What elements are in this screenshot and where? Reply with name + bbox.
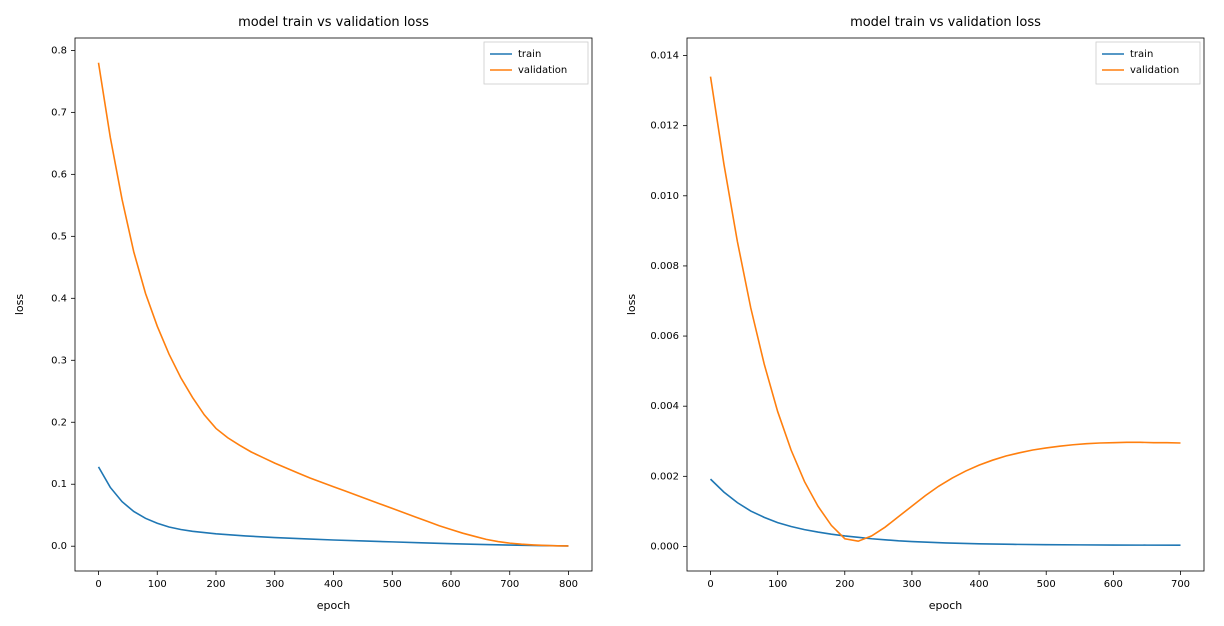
x-tick-label: 200: [206, 579, 225, 590]
x-tick-label: 600: [441, 579, 460, 590]
legend-label-validation: validation: [1130, 65, 1179, 76]
x-tick-label: 800: [559, 579, 578, 590]
x-tick-label: 400: [970, 579, 989, 590]
y-tick-label: 0.1: [51, 479, 67, 490]
y-tick-label: 0.004: [650, 401, 679, 412]
x-tick-label: 700: [1171, 579, 1190, 590]
x-tick-label: 400: [324, 579, 343, 590]
chart-title: model train vs validation loss: [238, 15, 429, 30]
plot-area: [687, 38, 1204, 571]
x-axis-label: epoch: [317, 599, 351, 612]
x-tick-label: 600: [1104, 579, 1123, 590]
x-tick-label: 300: [902, 579, 921, 590]
x-tick-label: 500: [1037, 579, 1056, 590]
figure: 0 100 200 300 400 500 600 700 800 0.0 0.1 0.2 0.3 0.4…: [0, 0, 1224, 626]
x-axis-label: epoch: [929, 599, 963, 612]
series-train: [99, 467, 569, 546]
y-tick-label: 0.000: [650, 541, 679, 552]
right-chart: 0 100 200 300 400 500 600 700 0.000 0.002 0.004 0.0…: [612, 0, 1224, 626]
y-axis-label: loss: [13, 294, 26, 316]
legend-label-train: train: [518, 49, 541, 60]
x-tick-label: 100: [148, 579, 167, 590]
y-tick-label: 0.8: [51, 45, 67, 56]
y-tick-label: 0.014: [650, 51, 679, 62]
series-validation: [99, 63, 569, 546]
y-tick-label: 0.3: [51, 355, 67, 366]
x-tick-label: 500: [383, 579, 402, 590]
y-tick-label: 0.008: [650, 261, 679, 272]
legend-label-train: train: [1130, 49, 1153, 60]
y-tick-label: 0.006: [650, 331, 679, 342]
x-tick-label: 300: [265, 579, 284, 590]
y-tick-label: 0.5: [51, 231, 67, 242]
right-panel: 0 100 200 300 400 500 600 700 0.000 0.002 0.004 0.0…: [612, 0, 1224, 626]
legend-label-validation: validation: [518, 65, 567, 76]
x-tick-label: 0: [707, 579, 713, 590]
y-tick-label: 0.6: [51, 169, 67, 180]
chart-title: model train vs validation loss: [850, 15, 1041, 30]
left-panel: 0 100 200 300 400 500 600 700 800 0.0 0.1 0.2 0.3 0.4…: [0, 0, 612, 626]
plot-area: [75, 38, 592, 571]
y-tick-label: 0.2: [51, 417, 67, 428]
y-tick-label: 0.7: [51, 107, 67, 118]
y-tick-label: 0.010: [650, 191, 679, 202]
y-tick-label: 0.0: [51, 541, 67, 552]
x-tick-label: 100: [768, 579, 787, 590]
series-train: [711, 479, 1181, 545]
y-tick-label: 0.002: [650, 471, 679, 482]
x-tick-label: 0: [95, 579, 101, 590]
y-axis-label: loss: [625, 294, 638, 316]
series-validation: [711, 77, 1181, 542]
left-chart: 0 100 200 300 400 500 600 700 800 0.0 0.1 0.2 0.3 0.4…: [0, 0, 612, 626]
y-tick-label: 0.4: [51, 293, 67, 304]
x-tick-label: 700: [500, 579, 519, 590]
y-tick-label: 0.012: [650, 121, 679, 132]
x-tick-label: 200: [835, 579, 854, 590]
